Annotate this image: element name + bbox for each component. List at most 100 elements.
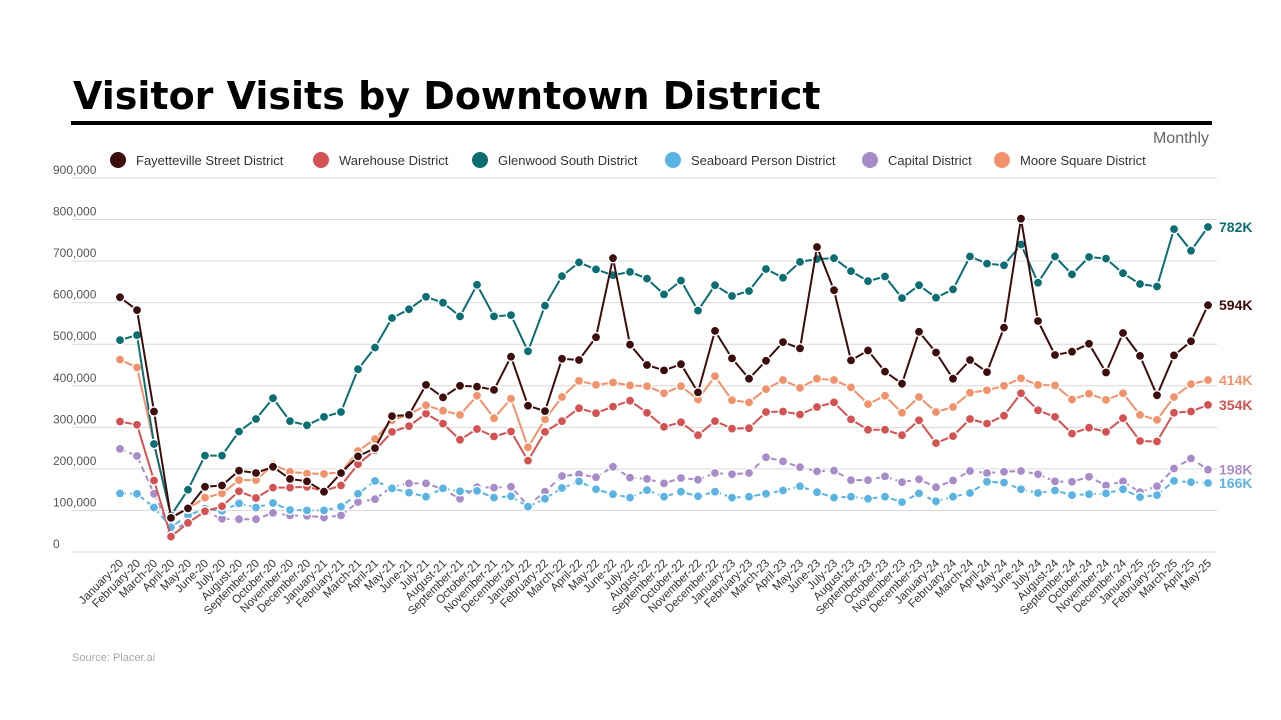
data-point [1083, 471, 1095, 483]
data-point [692, 387, 704, 398]
data-point [981, 476, 993, 488]
data-point [862, 345, 874, 356]
data-point [624, 492, 636, 503]
data-point [369, 475, 381, 487]
data-point [998, 380, 1010, 392]
data-point [1202, 374, 1214, 386]
data-point [1202, 221, 1214, 233]
data-point [471, 485, 483, 497]
data-point [233, 426, 245, 437]
data-point [947, 401, 959, 413]
data-point [1134, 278, 1146, 290]
data-point [1185, 476, 1197, 488]
data-point [488, 482, 500, 493]
series-capital-district [114, 443, 1214, 537]
data-point [845, 382, 857, 393]
data-point [913, 391, 925, 403]
data-point [624, 380, 636, 391]
series-seaboard-person-district [114, 475, 1214, 533]
data-point [386, 426, 398, 438]
data-point [760, 451, 772, 463]
data-point [556, 482, 568, 494]
data-point [301, 419, 313, 431]
data-point [590, 331, 602, 343]
data-point [590, 379, 602, 391]
data-point [1100, 426, 1112, 438]
data-point [386, 410, 398, 422]
data-point [471, 279, 483, 291]
data-point [709, 279, 721, 291]
data-point [913, 414, 925, 426]
data-point [964, 387, 976, 399]
x-axis: January-20February-20March-20April-20May… [77, 557, 1214, 617]
data-point [930, 481, 942, 493]
data-point [896, 496, 908, 508]
data-point [828, 252, 840, 264]
data-point [709, 325, 721, 337]
data-point [777, 406, 789, 417]
data-point [607, 377, 619, 388]
y-tick-label: 600,000 [53, 288, 97, 302]
data-point [1032, 379, 1044, 391]
end-label-moore-square-district: 414K [1219, 372, 1252, 388]
data-point [335, 510, 347, 521]
data-point [658, 289, 670, 300]
data-point [1202, 477, 1214, 489]
data-point [624, 266, 636, 278]
data-point [964, 354, 976, 366]
end-label-warehouse-district: 354K [1219, 397, 1252, 413]
data-point [522, 501, 534, 513]
data-point [522, 345, 534, 357]
legend-item-seaboard-person-district: Seaboard Person District [665, 152, 836, 168]
y-tick-label: 100,000 [53, 495, 97, 509]
data-point [454, 434, 466, 446]
data-point [284, 504, 296, 516]
data-point [1185, 406, 1197, 417]
data-point [1083, 338, 1095, 350]
data-point [403, 409, 415, 421]
data-point [709, 467, 721, 479]
data-point [743, 491, 755, 503]
data-point [573, 402, 585, 414]
data-point [641, 484, 653, 496]
data-point [131, 450, 143, 462]
data-point [1049, 476, 1061, 487]
data-point [1151, 480, 1163, 492]
data-point [233, 485, 245, 497]
data-point [1015, 483, 1027, 495]
data-point [318, 411, 330, 423]
data-point [1066, 489, 1078, 501]
data-point [964, 465, 976, 477]
data-point [913, 488, 925, 499]
data-point [114, 291, 126, 303]
data-point [777, 272, 789, 284]
data-point [1151, 436, 1163, 447]
legend-swatch [472, 152, 488, 168]
y-tick-label: 500,000 [53, 329, 97, 343]
data-point [1168, 391, 1180, 403]
data-point [420, 491, 432, 503]
data-point [981, 467, 993, 479]
data-point [335, 406, 347, 418]
data-point [1168, 350, 1180, 361]
chart-subtitle: Monthly [1152, 130, 1209, 147]
legend-label: Fayetteville Street District [136, 153, 284, 168]
data-point [862, 275, 874, 287]
end-label-capital-district: 198K [1219, 462, 1252, 478]
data-point [522, 441, 534, 453]
data-point [726, 468, 738, 480]
end-label-glenwood-south-district: 782K [1219, 219, 1252, 235]
data-point [488, 492, 500, 503]
data-point [981, 366, 993, 378]
data-point [488, 412, 500, 424]
data-point [896, 476, 908, 488]
data-point [1185, 245, 1197, 256]
data-point [471, 423, 483, 435]
data-point [556, 415, 568, 427]
data-point [1066, 476, 1078, 488]
data-point [658, 421, 670, 433]
data-point [913, 279, 925, 291]
data-point [896, 429, 908, 441]
data-point [743, 285, 755, 297]
data-point [556, 353, 568, 365]
